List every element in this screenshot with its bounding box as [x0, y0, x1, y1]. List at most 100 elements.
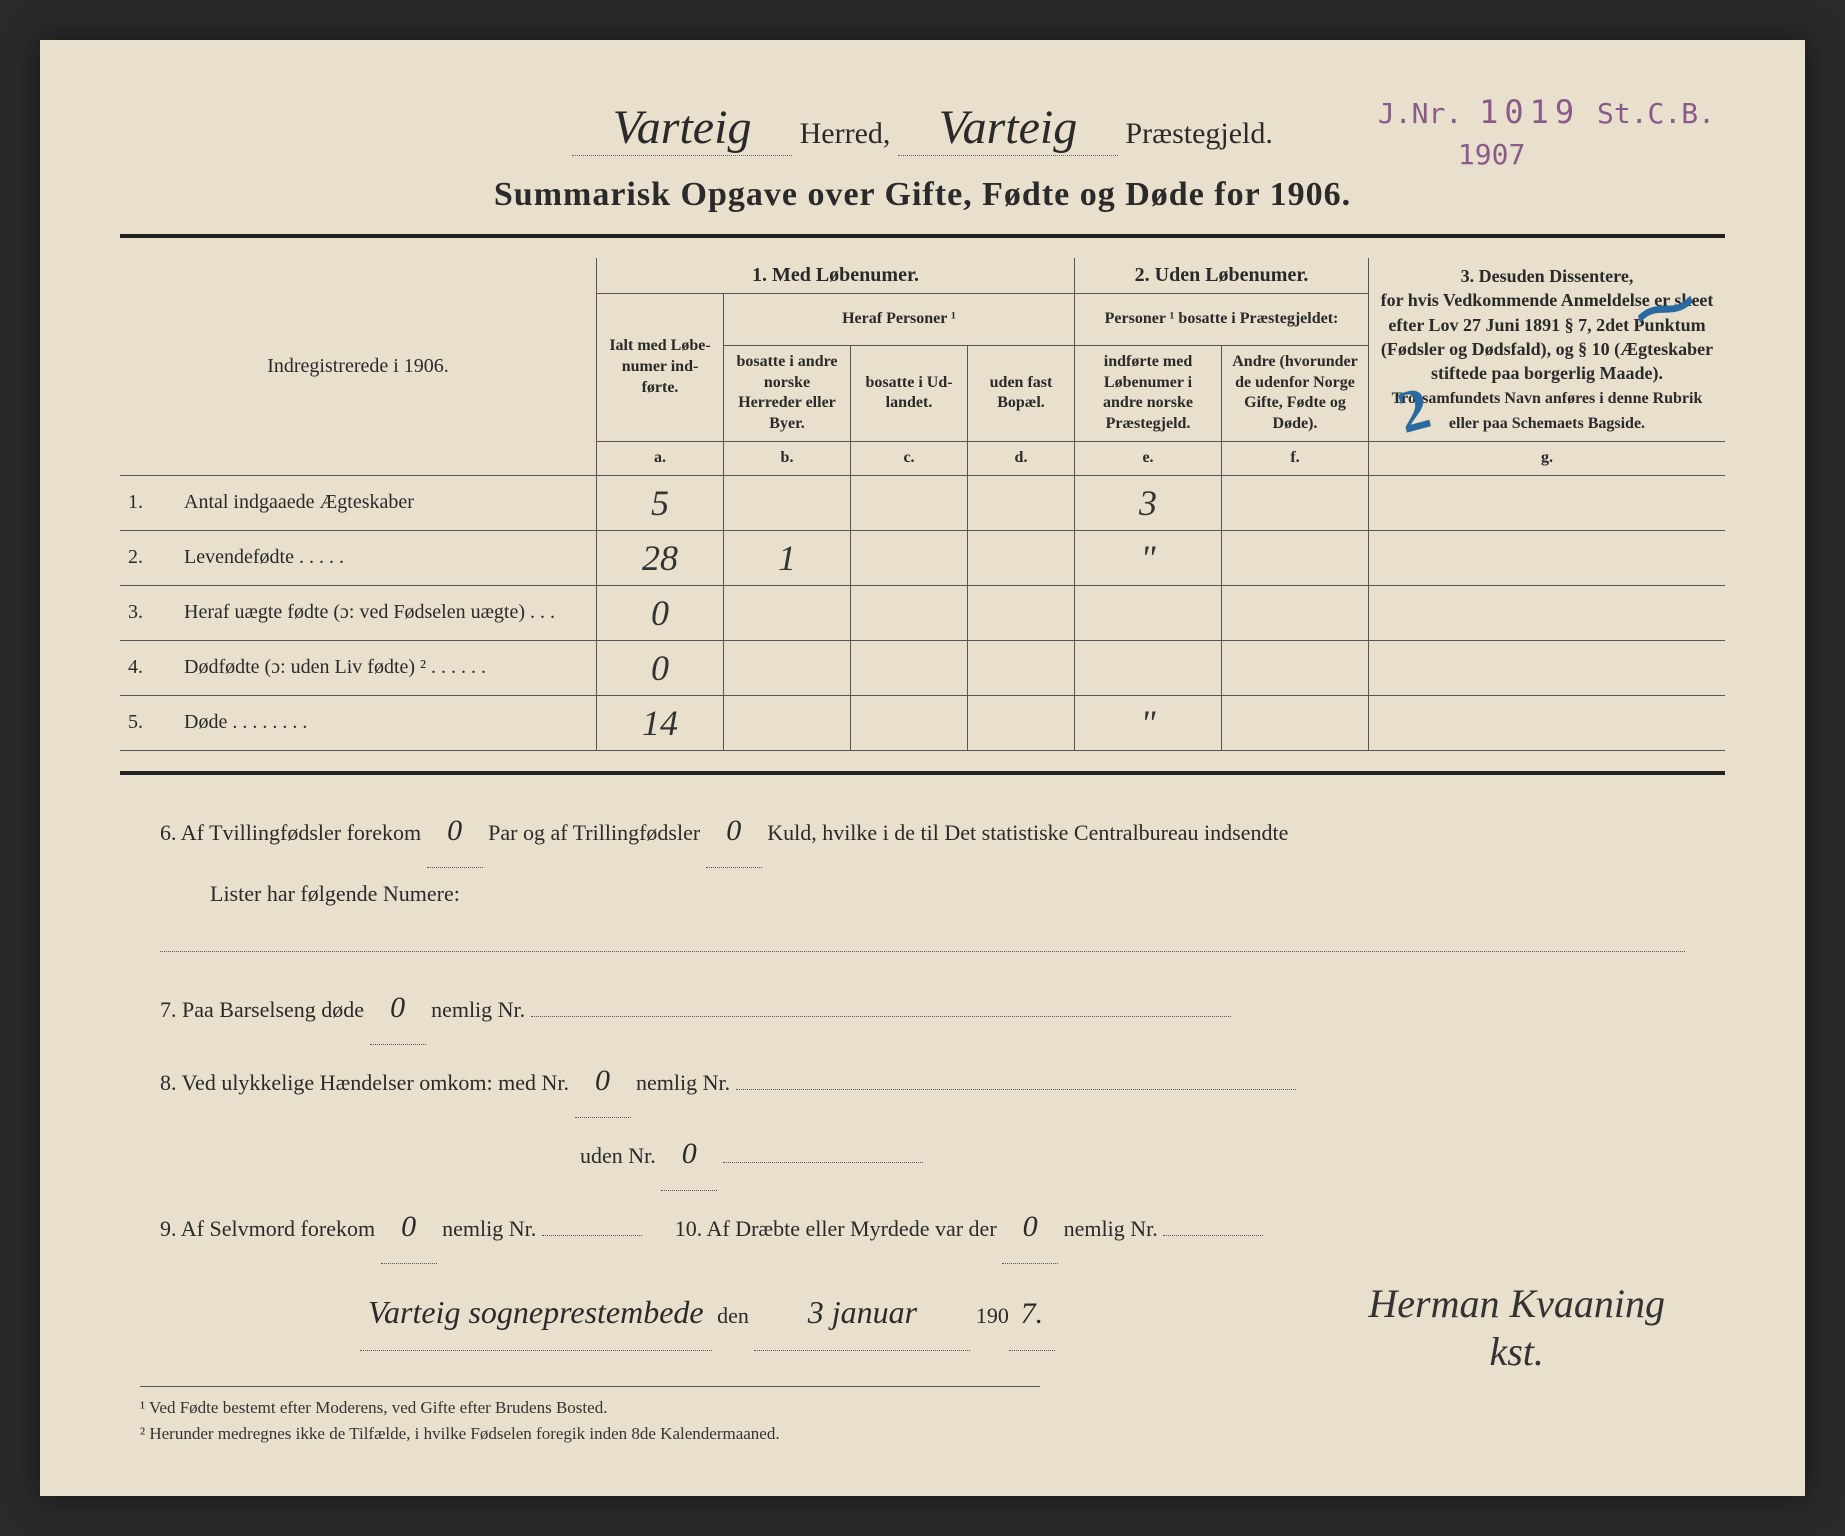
cell-e: "	[1075, 530, 1222, 585]
line10b: nemlig Nr.	[1064, 1216, 1158, 1241]
cell-g	[1369, 695, 1726, 750]
line9-value: 0	[381, 1191, 437, 1264]
cell-e	[1075, 585, 1222, 640]
line10-blank	[1163, 1235, 1263, 1236]
col-section-2: 2. Uden Løbenumer.	[1075, 258, 1369, 294]
triplets-value: 0	[706, 795, 762, 868]
corner-label: Indregistrerede i 1906.	[120, 258, 597, 475]
letter-f: f.	[1222, 442, 1369, 476]
col-section-1: 1. Med Løbenumer.	[597, 258, 1075, 294]
line6a: 6. Af Tvillingfødsler forekom	[160, 820, 421, 845]
letter-d: d.	[968, 442, 1075, 476]
col-pers2: Personer ¹ bosatte i Præstegjeldet:	[1075, 294, 1369, 346]
sig-date: 3 januar	[754, 1274, 970, 1352]
col-section-1-text: 1. Med Løbenumer.	[752, 264, 919, 286]
col-e: indførte med Løbenumer i andre norske Pr…	[1075, 345, 1222, 441]
row-num: 3.	[120, 585, 176, 640]
col-section-2-text: 2. Uden Løbenumer.	[1135, 264, 1309, 286]
herred-label: Herred,	[800, 117, 891, 150]
cell-d	[968, 475, 1075, 530]
line8b: nemlig Nr.	[636, 1070, 730, 1095]
cell-c	[851, 695, 968, 750]
cell-f	[1222, 695, 1369, 750]
rule-top	[120, 234, 1725, 238]
stamp-suffix: St.C.B.	[1597, 97, 1715, 130]
cell-a: 14	[597, 695, 724, 750]
col-c: bosatte i Ud-landet.	[851, 345, 968, 441]
line-8c: uden Nr. 0	[160, 1118, 1685, 1191]
row-label: Levendefødte . . . . .	[176, 530, 597, 585]
stamp-prefix: J.Nr.	[1378, 97, 1462, 130]
line-6: 6. Af Tvillingfødsler forekom 0 Par og a…	[160, 795, 1685, 868]
table-row: 3.Heraf uægte fødte (ɔ: ved Fødselen uæg…	[120, 585, 1725, 640]
line6c: Kuld, hvilke i de til Det statistiske Ce…	[767, 820, 1288, 845]
letter-b: b.	[724, 442, 851, 476]
cell-f	[1222, 585, 1369, 640]
line-8: 8. Ved ulykkelige Hændelser omkom: med N…	[160, 1045, 1685, 1118]
cell-a: 0	[597, 585, 724, 640]
row-label: Heraf uægte fødte (ɔ: ved Fødselen uægte…	[176, 585, 597, 640]
praestegjeld-value: Varteig	[898, 100, 1118, 156]
cell-a: 0	[597, 640, 724, 695]
col-section-3: 3. Desuden Dissentere, for hvis Vedkomme…	[1369, 258, 1726, 442]
document-page: J.Nr. 1019 St.C.B. 1907 Varteig Herred, …	[40, 40, 1805, 1496]
cell-b: 1	[724, 530, 851, 585]
line8a: 8. Ved ulykkelige Hændelser omkom: med N…	[160, 1070, 569, 1095]
line8c: uden Nr.	[580, 1143, 656, 1168]
line9b: nemlig Nr.	[442, 1216, 536, 1241]
col-section-3-title: 3. Desuden Dissentere,	[1461, 266, 1634, 286]
sig-role: kst.	[1489, 1329, 1543, 1374]
cell-a: 5	[597, 475, 724, 530]
line9a: 9. Af Selvmord forekom	[160, 1216, 375, 1241]
herred-value: Varteig	[572, 100, 792, 156]
row-num: 2.	[120, 530, 176, 585]
sig-year-prefix: 190	[976, 1303, 1009, 1328]
line10-value: 0	[1002, 1191, 1058, 1264]
cell-g	[1369, 530, 1726, 585]
cell-d	[968, 695, 1075, 750]
row-num: 4.	[120, 640, 176, 695]
footnotes: ¹ Ved Fødte bestemt efter Moderens, ved …	[140, 1386, 1040, 1446]
sig-year-suffix: 7.	[1009, 1278, 1055, 1351]
col-ialt: Ialt med Løbe-numer ind-førte.	[597, 294, 724, 442]
line-6-blank	[160, 921, 1685, 952]
cell-c	[851, 475, 968, 530]
cell-e	[1075, 640, 1222, 695]
stamp-year: 1907	[1458, 138, 1525, 171]
cell-d	[968, 530, 1075, 585]
cell-g	[1369, 640, 1726, 695]
cell-g	[1369, 475, 1726, 530]
cell-f	[1222, 475, 1369, 530]
row-num: 1.	[120, 475, 176, 530]
cell-b	[724, 695, 851, 750]
table-row: 4.Dødfødte (ɔ: uden Liv fødte) ² . . . .…	[120, 640, 1725, 695]
line7a: 7. Paa Barselseng døde	[160, 997, 364, 1022]
page-title: Summarisk Opgave over Gifte, Fødte og Dø…	[120, 176, 1725, 214]
praestegjeld-label: Præstegjeld.	[1125, 117, 1273, 150]
col-b: bosatte i andre norske Herreder eller By…	[724, 345, 851, 441]
letter-e: e.	[1075, 442, 1222, 476]
line-9-10: 9. Af Selvmord forekom 0 nemlig Nr. 10. …	[160, 1191, 1685, 1264]
col-d: uden fast Bopæl.	[968, 345, 1075, 441]
row-label: Døde . . . . . . . .	[176, 695, 597, 750]
cell-b	[724, 475, 851, 530]
cell-g	[1369, 585, 1726, 640]
cell-c	[851, 530, 968, 585]
letter-a: a.	[597, 442, 724, 476]
cell-b	[724, 640, 851, 695]
sig-place: Varteig sogneprestembede	[360, 1274, 712, 1352]
line-6d: Lister har følgende Numere:	[160, 868, 1685, 921]
signature: Herman Kvaaning kst.	[1368, 1280, 1665, 1376]
row-label: Antal indgaaede Ægteskaber	[176, 475, 597, 530]
cell-c	[851, 640, 968, 695]
letter-c: c.	[851, 442, 968, 476]
line7-value: 0	[370, 972, 426, 1045]
col-section-3-small: Trossamfundets Navn anføres i denne Rubr…	[1392, 390, 1703, 432]
col-heraf: Heraf Personer ¹	[724, 294, 1075, 346]
line10a: 10. Af Dræbte eller Myrdede var der	[675, 1216, 997, 1241]
col-f: Andre (hvorunder de udenfor Norge Gifte,…	[1222, 345, 1369, 441]
table-row: 5.Døde . . . . . . . .14"	[120, 695, 1725, 750]
table-row: 1.Antal indgaaede Ægteskaber53	[120, 475, 1725, 530]
sig-name: Herman Kvaaning	[1368, 1281, 1665, 1326]
rule-bottom	[120, 771, 1725, 775]
